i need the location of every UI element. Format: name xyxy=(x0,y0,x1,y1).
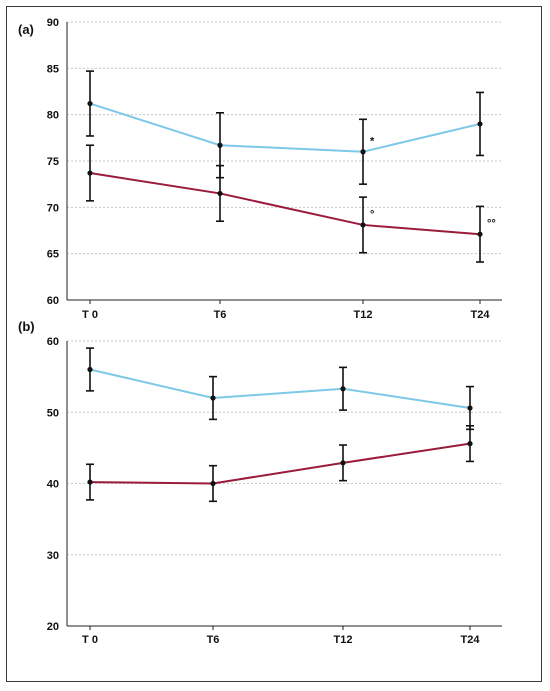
significance-mark: ° xyxy=(370,209,374,221)
y-tick-label: 20 xyxy=(47,621,59,633)
series-line xyxy=(89,102,481,153)
y-tick-label: 70 xyxy=(47,202,59,214)
y-tick-label: 40 xyxy=(47,479,59,491)
x-tick-label: T12 xyxy=(334,634,353,646)
panel-label: (a) xyxy=(18,22,34,37)
y-tick-label: 65 xyxy=(47,249,59,261)
y-tick-label: 60 xyxy=(47,295,59,307)
x-tick-label: T6 xyxy=(207,634,220,646)
data-point xyxy=(360,222,366,228)
y-tick-label: 30 xyxy=(47,550,59,562)
significance-mark: °° xyxy=(487,218,496,230)
data-point xyxy=(87,366,93,373)
data-point xyxy=(87,479,93,485)
y-tick-label: 85 xyxy=(47,63,59,75)
x-tick-label: T12 xyxy=(354,309,373,321)
data-point xyxy=(340,460,346,466)
y-tick-label: 90 xyxy=(47,17,59,29)
series-line xyxy=(89,172,481,236)
data-point xyxy=(210,480,216,487)
x-tick-label: T24 xyxy=(461,634,481,646)
data-point xyxy=(87,170,93,176)
data-point xyxy=(217,142,223,148)
series-line xyxy=(89,442,471,485)
data-point xyxy=(477,231,483,237)
data-point xyxy=(210,395,216,401)
figure-frame xyxy=(6,6,542,682)
x-tick-label: T 0 xyxy=(82,309,98,321)
data-point xyxy=(217,190,223,197)
significance-mark: * xyxy=(370,136,375,148)
panel-label: (b) xyxy=(18,319,35,334)
x-tick-label: T24 xyxy=(471,309,491,321)
data-point xyxy=(360,149,366,155)
y-tick-label: 60 xyxy=(47,336,59,348)
data-point xyxy=(340,386,346,392)
y-tick-label: 50 xyxy=(47,407,59,419)
x-tick-label: T6 xyxy=(214,309,227,321)
data-point xyxy=(467,441,473,447)
x-tick-label: T 0 xyxy=(82,634,98,646)
y-tick-label: 80 xyxy=(47,110,59,122)
y-tick-label: 75 xyxy=(47,156,59,168)
data-point xyxy=(87,100,93,107)
data-point xyxy=(477,121,483,127)
series-line xyxy=(89,368,471,409)
data-point xyxy=(467,405,473,411)
